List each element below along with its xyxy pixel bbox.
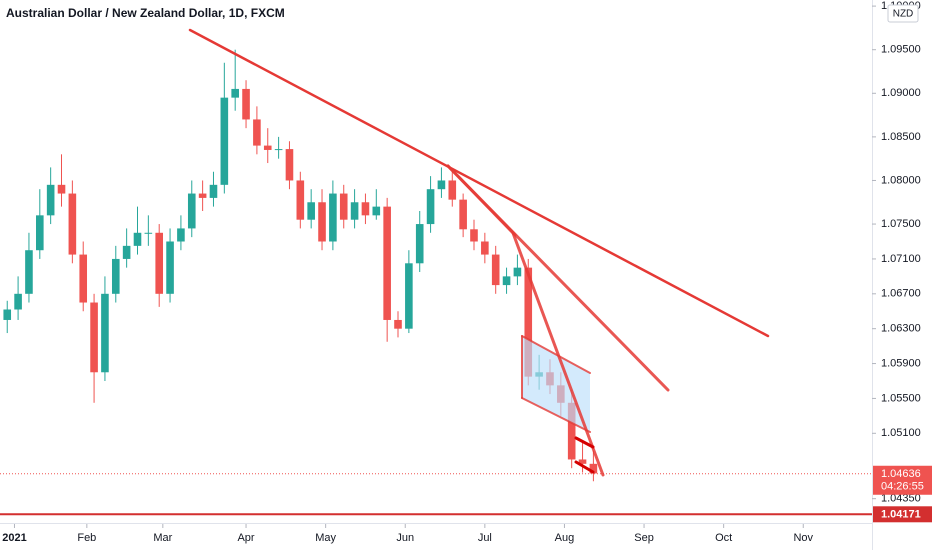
- y-tick-label: 1.05100: [881, 427, 921, 439]
- candle-body: [133, 232, 142, 246]
- alert-box: [873, 506, 932, 523]
- candle-body: [57, 184, 66, 194]
- title-backdrop: [0, 0, 400, 26]
- last-price-box: [873, 465, 932, 495]
- candle-body: [350, 202, 359, 220]
- trend-line: [511, 231, 605, 477]
- candle-body: [339, 193, 348, 220]
- candle-body: [242, 88, 250, 120]
- trend-line: [574, 460, 595, 474]
- candle-body: [14, 293, 22, 310]
- candle-body: [405, 263, 413, 329]
- x-tick-label: Jun: [396, 532, 414, 544]
- candle-body: [46, 184, 55, 216]
- drawings: [188, 28, 770, 477]
- candle-body: [426, 189, 435, 225]
- candle-body: [177, 228, 185, 242]
- last-price-label: 1.04636: [881, 468, 921, 480]
- candle-body: [383, 206, 391, 320]
- candle-body: [274, 149, 283, 151]
- candle-body: [491, 254, 500, 286]
- candle-body: [318, 202, 326, 242]
- x-tick-label: Sep: [634, 532, 654, 544]
- x-tick-label: 2021: [2, 532, 26, 544]
- candle-body: [263, 145, 272, 150]
- channel-fill: [522, 336, 590, 432]
- x-tick-label: Oct: [715, 532, 732, 544]
- chart-title: Australian Dollar / New Zealand Dollar, …: [6, 6, 285, 20]
- x-tick-label: Jul: [478, 532, 492, 544]
- y-tick-label: 1.09500: [881, 44, 921, 56]
- candle-body: [220, 97, 229, 185]
- candle-body: [231, 88, 239, 98]
- y-tick-label: 1.08500: [881, 131, 921, 143]
- candle-body: [361, 202, 370, 216]
- candle-body: [187, 193, 196, 229]
- candle-body: [3, 309, 12, 320]
- channel-top: [521, 335, 591, 374]
- currency-label: NZD: [893, 9, 914, 20]
- candle-body: [459, 199, 467, 230]
- candle-body: [198, 193, 207, 198]
- countdown-label: 04:26:55: [881, 481, 924, 493]
- price-axis-bg: [873, 0, 932, 550]
- currency-badge[interactable]: [887, 4, 919, 23]
- candle-body: [589, 463, 598, 474]
- y-tick-label: 1.05900: [881, 357, 921, 369]
- candle-body: [481, 241, 489, 255]
- candle-body: [502, 276, 511, 286]
- trend-line: [574, 436, 595, 449]
- trend-line: [188, 28, 770, 338]
- candle-body: [101, 293, 109, 373]
- x-tick-label: Mar: [153, 532, 172, 544]
- channel-bottom: [521, 397, 591, 433]
- y-tick-label: 1.07100: [881, 253, 921, 265]
- candle-body: [394, 319, 402, 329]
- y-tick-label: 1.08000: [881, 174, 921, 186]
- y-tick-label: 1.06700: [881, 288, 921, 300]
- x-tick-label: Nov: [793, 532, 813, 544]
- candle-body: [253, 119, 261, 146]
- candle-body: [209, 184, 218, 198]
- candle-body: [437, 180, 446, 190]
- candle-body: [111, 258, 120, 294]
- candle-body: [567, 402, 576, 460]
- candle-body: [166, 241, 174, 294]
- candle-body: [36, 215, 44, 251]
- y-tick-label: 1.05500: [881, 392, 921, 404]
- candle-body: [285, 149, 294, 181]
- candle-body: [329, 193, 337, 242]
- plot: [0, 49, 872, 516]
- candle-body: [90, 302, 98, 373]
- candle-body: [296, 180, 305, 220]
- candle-body: [79, 254, 88, 303]
- candle-body: [415, 224, 424, 264]
- candle-body: [307, 202, 315, 220]
- candle-body: [144, 232, 153, 234]
- y-tick-label: 1.06300: [881, 323, 921, 335]
- x-tick-label: Feb: [77, 532, 96, 544]
- candle-body: [524, 267, 533, 377]
- alert-label: 1.04171: [881, 509, 921, 521]
- x-tick-label: Apr: [237, 532, 254, 544]
- candle-body: [470, 229, 478, 242]
- y-tick-label: 1.04350: [881, 493, 921, 505]
- x-tick-label: May: [315, 532, 336, 544]
- trend-line: [446, 164, 517, 237]
- candle-body: [372, 206, 381, 216]
- candle-body: [25, 250, 33, 294]
- candle-body: [122, 245, 131, 259]
- x-tick-label: Aug: [555, 532, 575, 544]
- y-tick-label: 1.07500: [881, 218, 921, 230]
- candle-body: [578, 459, 587, 464]
- candle-body: [513, 267, 522, 277]
- candle-body: [155, 232, 164, 294]
- candle-body: [448, 180, 457, 200]
- y-tick-label: 1.09000: [881, 87, 921, 99]
- candle-body: [68, 193, 77, 255]
